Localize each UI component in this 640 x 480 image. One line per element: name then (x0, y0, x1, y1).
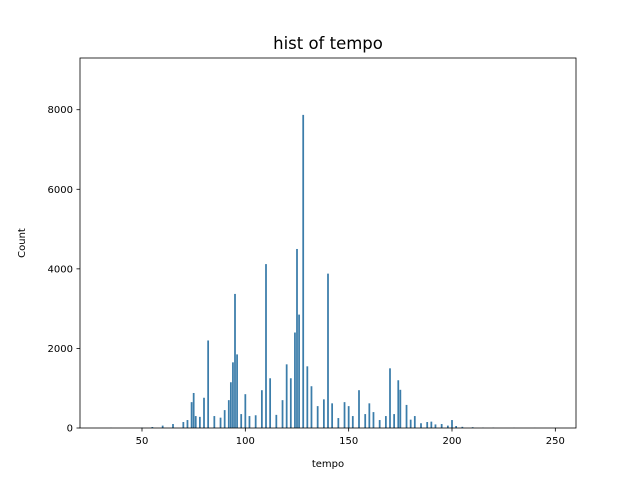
histogram-bar (378, 420, 381, 428)
histogram-bar (294, 332, 296, 428)
y-tick-label: 4000 (48, 264, 73, 275)
x-axis-ticks: 50 100 150 200 250 (136, 428, 565, 447)
histogram-bar (269, 378, 272, 428)
histogram-bar (327, 273, 329, 428)
histogram-bar (399, 389, 402, 428)
histogram-bar (192, 392, 195, 428)
histogram-bar (172, 424, 174, 428)
histogram-bar (219, 417, 222, 428)
histogram-bar (461, 426, 464, 428)
y-axis-ticks: 0 2000 4000 6000 8000 (48, 105, 80, 435)
histogram-bar (254, 415, 257, 428)
histogram-bar (413, 416, 416, 428)
histogram-bar (281, 400, 284, 428)
histogram-bar (240, 414, 243, 428)
histogram-bar (161, 425, 164, 428)
histogram-bar (397, 380, 400, 428)
histogram-bar (151, 427, 154, 428)
histogram-bar (203, 397, 205, 428)
histogram-bar (198, 416, 201, 428)
histogram-bar (285, 364, 288, 428)
histogram-bar (434, 424, 437, 428)
y-tick-label: 8000 (48, 105, 73, 116)
histogram-bar (265, 264, 267, 428)
histogram-bar (227, 400, 230, 428)
histogram-bar (275, 414, 278, 428)
histogram-bar (343, 402, 346, 428)
histogram-bar (186, 420, 189, 428)
histogram-bar (213, 416, 216, 428)
histogram-bar (426, 422, 429, 428)
histogram-bar (232, 362, 234, 428)
y-axis-label: Count (17, 228, 28, 258)
histogram-bar (207, 340, 210, 428)
histogram-bar (289, 378, 292, 428)
histogram-bar (331, 403, 334, 428)
histogram-bar (244, 394, 247, 428)
y-tick-label: 6000 (48, 185, 73, 196)
histogram-bar (455, 426, 458, 428)
histogram-bar (372, 412, 375, 428)
histogram-bar (234, 293, 236, 428)
x-tick-label: 200 (442, 436, 461, 447)
histogram-bar (194, 416, 197, 428)
histogram-bar (182, 422, 185, 428)
histogram-bar (322, 399, 325, 428)
histogram-bar (236, 354, 238, 428)
y-tick-label: 0 (67, 424, 73, 435)
histogram-bar (364, 414, 367, 428)
histogram-bar (190, 402, 193, 428)
chart-title: hist of tempo (273, 34, 383, 53)
histogram-bar (310, 386, 313, 428)
histogram-bar (306, 366, 309, 428)
x-axis-label: tempo (312, 459, 344, 470)
histogram-bar (409, 419, 412, 428)
histogram-bar (430, 421, 433, 428)
histogram-bar (298, 314, 300, 428)
histogram-bar (337, 418, 340, 428)
y-tick-label: 2000 (48, 344, 73, 355)
histogram-bars (110, 114, 557, 428)
histogram-bar (389, 368, 391, 428)
histogram-bar (347, 406, 350, 428)
x-tick-label: 150 (339, 436, 358, 447)
histogram-bar (358, 390, 360, 428)
x-tick-label: 100 (236, 436, 255, 447)
histogram-bar (316, 406, 319, 428)
plot-frame (79, 57, 577, 429)
histogram-bar (351, 416, 354, 428)
histogram-bar (446, 425, 449, 428)
histogram-bar (260, 390, 263, 428)
histogram-bar (223, 410, 226, 428)
histogram-bar (440, 424, 443, 428)
histogram-bar (405, 404, 408, 428)
histogram-bar (420, 423, 422, 428)
histogram-bar (384, 416, 387, 428)
histogram-bar (296, 248, 298, 428)
x-tick-label: 250 (546, 436, 565, 447)
histogram-bar (451, 420, 453, 428)
histogram-bar (368, 403, 371, 428)
histogram-bar (393, 414, 396, 428)
histogram-bar (302, 114, 305, 428)
histogram-bar (248, 416, 251, 428)
histogram-bar (229, 382, 232, 428)
x-tick-label: 50 (136, 436, 149, 447)
